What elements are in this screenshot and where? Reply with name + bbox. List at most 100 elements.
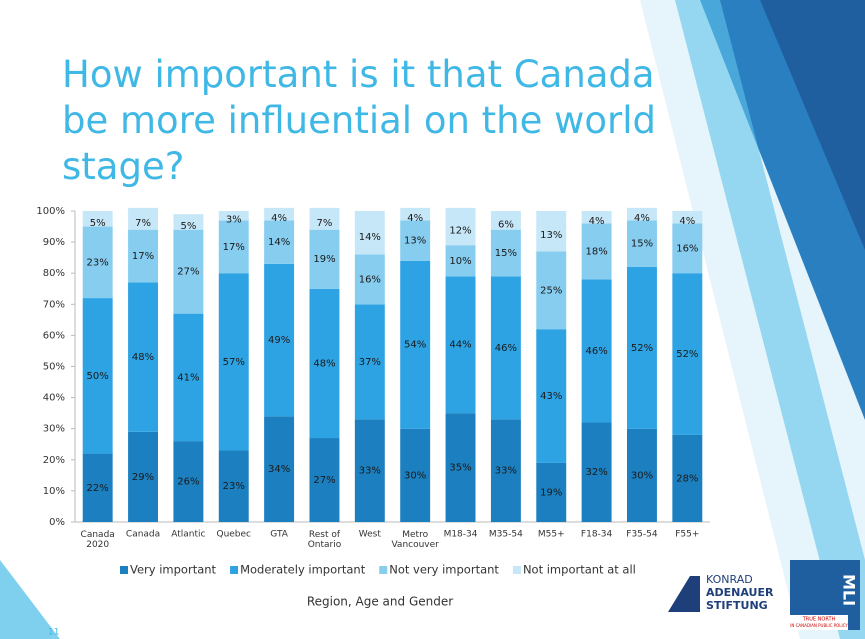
x-tick-label: Quebec [216, 530, 251, 540]
data-label: 4% [271, 213, 287, 224]
bar-segment [264, 207, 295, 221]
logo-text: MLI [840, 574, 859, 606]
bar-segment [173, 441, 204, 522]
data-label: 48% [313, 358, 335, 369]
data-label: 52% [631, 343, 653, 354]
bar-segment [536, 251, 567, 330]
data-label: 17% [132, 251, 154, 262]
y-tick-label: 0% [49, 517, 65, 528]
data-label: 52% [676, 349, 698, 360]
x-tick-label: M35-54 [489, 530, 523, 540]
y-tick-label: 70% [43, 299, 65, 310]
x-tick-label: Metro Vancouver [391, 530, 439, 550]
legend-swatch [379, 566, 388, 574]
bar-segment [218, 220, 249, 274]
y-tick-label: 90% [43, 237, 65, 248]
x-tick-label: M55+ [538, 530, 565, 540]
legend-swatch [230, 566, 239, 574]
data-label: 34% [268, 464, 290, 475]
data-label: 48% [132, 352, 154, 363]
bar-segment [354, 304, 385, 420]
data-label: 26% [177, 477, 199, 488]
data-label: 13% [404, 236, 426, 247]
data-label: 4% [634, 213, 650, 224]
bar-segment [672, 211, 703, 224]
x-tick-label: M18-34 [444, 530, 478, 540]
data-label: 10% [449, 256, 471, 267]
bar-segment [264, 416, 295, 522]
data-label: 5% [90, 218, 106, 229]
data-label: 22% [87, 483, 109, 494]
bar-segment [626, 220, 657, 267]
data-label: 15% [631, 239, 653, 250]
bar-segment [218, 211, 249, 221]
data-label: 14% [359, 232, 381, 243]
data-label: 23% [223, 481, 245, 492]
bar-segment [490, 229, 521, 277]
bar-segment [490, 419, 521, 522]
data-label: 35% [449, 463, 471, 474]
y-tick-label: 50% [43, 362, 65, 373]
bar-segment [445, 413, 476, 522]
bar-segment [400, 220, 431, 261]
y-tick-label: 30% [43, 424, 65, 435]
bar-segment [581, 422, 612, 522]
bar-segment [82, 453, 113, 522]
data-label: 4% [589, 216, 605, 227]
bar-segment [400, 260, 431, 429]
y-tick-label: 100% [36, 206, 65, 217]
bar-segment [490, 211, 521, 230]
data-label: 43% [540, 391, 562, 402]
data-label: 41% [177, 372, 199, 383]
data-label: 23% [87, 257, 109, 268]
legend-label: Very important [130, 563, 217, 577]
bar-segment [309, 438, 340, 522]
bar-segment [490, 276, 521, 420]
bar-segment [128, 229, 159, 283]
bar-segment [445, 207, 476, 246]
y-tick-label: 20% [43, 455, 65, 466]
y-tick-label: 10% [43, 486, 65, 497]
bar-segment [264, 220, 295, 264]
x-tick-label: F35-54 [626, 530, 658, 540]
bar-segment [173, 313, 204, 442]
decor-shape [0, 560, 60, 639]
data-label: 12% [449, 226, 471, 237]
x-tick-label: West [359, 530, 382, 540]
x-tick-label: F18-34 [581, 530, 613, 540]
legend-swatch [120, 566, 128, 574]
bar-segment [309, 207, 340, 230]
data-label: 46% [495, 343, 517, 354]
bar-segment [309, 288, 340, 439]
bar-segment [128, 207, 159, 230]
data-label: 19% [540, 487, 562, 498]
logo-shape [668, 576, 700, 612]
bar-segment [672, 223, 703, 274]
data-label: 18% [585, 246, 607, 257]
data-label: 16% [676, 243, 698, 254]
chart-title: How important is it that Canada be more … [62, 53, 657, 188]
bar-segment [672, 434, 703, 522]
decor-shape [760, 0, 865, 250]
x-tick-label: Canada [126, 530, 160, 540]
bar-segment [626, 266, 657, 429]
bar-segment [626, 207, 657, 221]
bar-segment [354, 211, 385, 255]
bar-segment [82, 211, 113, 227]
data-label: 27% [177, 267, 199, 278]
data-label: 54% [404, 340, 426, 351]
bar-segment [218, 450, 249, 522]
y-tick-label: 40% [43, 393, 65, 404]
bar-segment [581, 279, 612, 423]
logo-text: IN CANADIAN PUBLIC POLICY [790, 623, 848, 628]
bar-segment [626, 428, 657, 522]
bar-segment [581, 223, 612, 280]
data-label: 4% [679, 216, 695, 227]
bar-segment [536, 329, 567, 463]
logo-text: STIFTUNG [706, 599, 768, 612]
data-label: 17% [223, 242, 245, 253]
bar-segment [218, 273, 249, 451]
data-label: 13% [540, 230, 562, 241]
decor-shape [675, 0, 865, 639]
